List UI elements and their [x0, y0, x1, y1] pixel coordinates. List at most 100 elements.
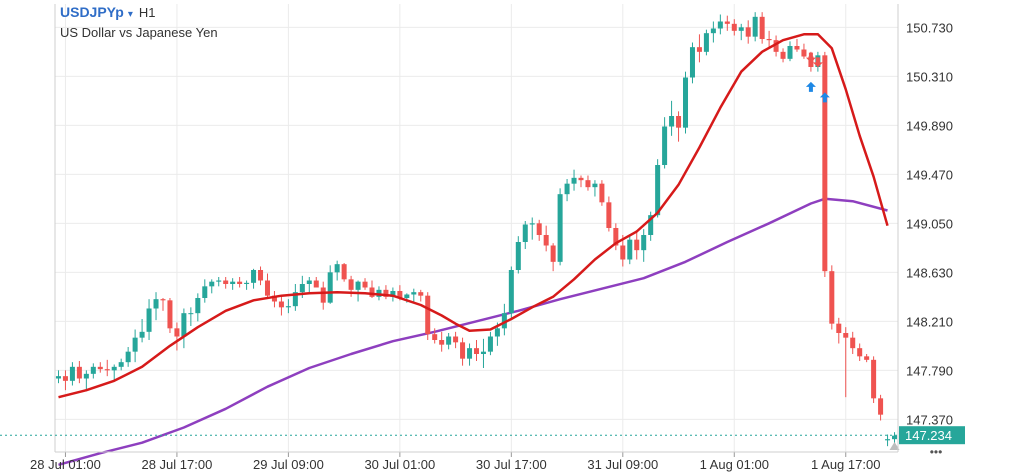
candle: [111, 364, 117, 381]
candle-body: [285, 306, 291, 308]
candle: [244, 280, 250, 290]
time-tick-label: 28 Jul 01:00: [30, 457, 101, 472]
candle-body: [216, 280, 222, 282]
candle: [515, 236, 521, 274]
candle: [543, 225, 549, 252]
candle-body: [313, 280, 319, 288]
candle-body: [334, 264, 340, 273]
candle-body: [355, 281, 361, 290]
time-axis[interactable]: 28 Jul 01:00 28 Jul 17:00 29 Jul 09:00 30 J…: [30, 451, 898, 472]
chevron-down-icon[interactable]: ▾: [127, 9, 133, 20]
candle: [745, 20, 751, 44]
candle: [571, 169, 577, 191]
candle-body: [90, 366, 96, 374]
slow-ma-line: [58, 197, 888, 467]
candle-body: [341, 264, 347, 280]
candle: [167, 298, 173, 333]
candle: [613, 223, 619, 251]
candle: [878, 394, 884, 421]
price-tag: [899, 426, 965, 445]
candle: [132, 329, 138, 363]
candle: [696, 34, 702, 63]
candle-body: [829, 271, 835, 324]
price-tick-label: 147.370: [906, 412, 953, 427]
buy-arrow-icon: [819, 92, 830, 103]
candle: [341, 263, 347, 282]
candle-body: [557, 194, 563, 262]
candle-body: [202, 286, 208, 298]
price-tick-label: 148.630: [906, 265, 953, 280]
candle-body: [529, 223, 535, 225]
candle: [292, 284, 298, 311]
candle-body: [432, 334, 438, 340]
symbol-selector[interactable]: USDJPYp: [60, 4, 124, 20]
candle: [585, 175, 591, 191]
candle: [216, 277, 222, 287]
candle: [313, 277, 319, 288]
candle: [237, 277, 243, 288]
candle-body: [836, 323, 842, 333]
candle-body: [467, 348, 473, 359]
candle: [188, 307, 194, 326]
candle: [592, 180, 598, 197]
candle-body: [801, 49, 807, 57]
candle: [432, 328, 438, 344]
more-options-icon[interactable]: •••: [930, 445, 943, 459]
last-bar-marker-icon: [889, 442, 900, 450]
candle: [230, 278, 236, 290]
candle: [885, 434, 891, 447]
candle-body: [167, 300, 173, 329]
price-axis[interactable]: 147.370 147.790 148.210 148.630 149.050 149.4…: [897, 4, 953, 452]
candle-body: [446, 336, 452, 345]
candle-body: [843, 333, 849, 338]
candle: [62, 370, 68, 391]
price-tick-label: 147.790: [906, 363, 953, 378]
candle: [174, 322, 180, 351]
candle: [836, 317, 842, 344]
candle: [97, 362, 103, 373]
candle: [648, 211, 654, 241]
candle: [724, 15, 730, 31]
candle-body: [411, 292, 417, 295]
candle-body: [738, 27, 744, 31]
candle-body: [578, 177, 584, 181]
candle: [418, 289, 424, 302]
candle-body: [97, 366, 103, 370]
candle-body: [271, 295, 277, 302]
candle: [320, 281, 326, 310]
candle: [508, 266, 514, 321]
candle: [251, 268, 257, 289]
time-tick-label: 30 Jul 17:00: [476, 457, 547, 472]
candle-body: [320, 287, 326, 303]
candle: [731, 19, 737, 36]
candle-body: [487, 336, 493, 352]
candle: [327, 265, 333, 304]
price-tick-label: 150.730: [906, 20, 953, 35]
candle: [829, 265, 835, 330]
candle: [278, 296, 284, 316]
candle-body: [348, 279, 354, 290]
candle-body: [613, 228, 619, 246]
candle-body: [146, 308, 152, 332]
candle: [181, 308, 187, 349]
candle-body: [878, 398, 884, 415]
candle: [467, 343, 473, 366]
candle: [258, 266, 264, 286]
candle-body: [404, 294, 410, 298]
candle: [717, 14, 723, 35]
candle: [362, 278, 368, 290]
candle-body: [536, 223, 542, 235]
candle-body: [264, 280, 270, 296]
candle-body: [683, 77, 689, 128]
chart-grid: [54, 4, 898, 452]
price-tick-label: 149.470: [906, 167, 953, 182]
candle: [676, 111, 682, 142]
timeframe-label[interactable]: H1: [138, 5, 156, 20]
time-tick-label: 31 Jul 09:00: [587, 457, 658, 472]
candle: [801, 43, 807, 59]
candle-body: [209, 281, 215, 287]
candle-body: [522, 224, 528, 242]
candle-body: [822, 55, 828, 272]
sell-arrow-icon: [812, 57, 823, 68]
